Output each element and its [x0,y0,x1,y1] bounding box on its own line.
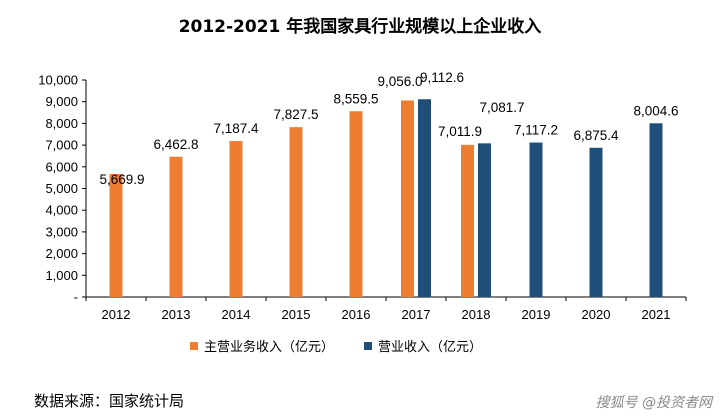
y-tick-label: 1,000 [45,268,78,283]
x-tick-label: 2018 [462,307,491,322]
y-tick-label: 8,000 [45,116,78,131]
data-label: 7,117.2 [514,123,558,138]
y-tick-label: 7,000 [45,138,78,153]
watermark: 搜狐号 @投资者网 [595,395,712,411]
y-tick-label: 3,000 [45,224,78,239]
y-tick-label: - [74,290,78,305]
bar [478,143,491,297]
bar [649,123,663,298]
bar [401,100,414,297]
bar [529,142,543,297]
x-tick-label: 2012 [102,307,131,322]
x-tick-label: 2015 [282,307,311,322]
data-label: 9,112.6 [420,70,464,85]
bars [109,99,663,298]
data-label: 6,462.8 [153,137,198,152]
legend-item-operating-revenue: 营业收入（亿元） [364,336,482,355]
data-label: 5,669.9 [99,172,144,187]
chart-title: 2012-2021 年我国家具行业规模以上企业收入 [178,17,542,37]
bar [229,141,243,297]
y-tick-label: 2,000 [45,246,78,261]
legend-swatch-main-revenue [190,341,198,350]
x-tick-label: 2014 [222,307,251,322]
y-tick-label: 9,000 [45,94,78,109]
legend-swatch-operating-revenue [364,341,373,350]
data-label: 7,187.4 [213,121,259,136]
bar [109,173,123,297]
data-labels: 5,669.9 6,462.8 7,187.4 7,827.5 8,559.5 9,056… [99,70,678,187]
bar [169,156,183,297]
data-label: 7,081.7 [479,100,524,115]
legend: 主营业务收入（亿元） 营业收入（亿元） [190,336,512,355]
data-label: 7,011.9 [438,124,482,139]
x-tick-label: 2020 [582,307,611,322]
legend-item-main-revenue: 主营业务收入（亿元） [190,336,334,355]
x-tick-label: 2019 [522,307,551,322]
y-tick-label: 4,000 [45,203,78,218]
bar [418,99,431,297]
y-tick-label: 5,000 [45,181,78,196]
data-label: 6,875.4 [573,128,619,143]
x-tick-label: 2013 [162,307,191,322]
legend-label-main-revenue: 主营业务收入（亿元） [204,340,335,355]
bar-chart: - 1,000 2,000 3,000 4,000 5,000 6,000 7,000 8,00… [38,70,687,322]
bar [289,127,303,297]
data-label: 9,056.0 [377,74,422,89]
x-tick-label: 2017 [402,307,431,322]
y-tick-label: 10,000 [38,73,78,88]
bar [349,111,363,297]
data-label: 8,004.6 [633,103,678,118]
axes: - 1,000 2,000 3,000 4,000 5,000 6,000 7,000 8,00… [38,73,687,322]
bar [461,144,474,297]
bar [589,147,603,297]
legend-label-operating-revenue: 营业收入（亿元） [378,340,483,355]
y-tick-label: 6,000 [45,159,78,174]
source-note: 数据来源：国家统计局 [34,392,185,410]
x-tick-label: 2016 [342,307,371,322]
data-label: 8,559.5 [333,91,378,106]
data-label: 7,827.5 [273,107,318,122]
x-tick-label: 2021 [642,307,671,322]
